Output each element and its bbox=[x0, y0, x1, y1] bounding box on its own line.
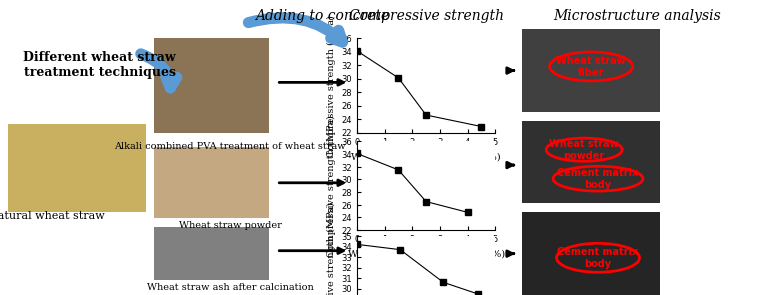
FancyArrowPatch shape bbox=[140, 54, 176, 88]
Text: Alkali combined PVA treatment of wheat straw: Alkali combined PVA treatment of wheat s… bbox=[114, 142, 346, 150]
Text: Cement matrix
body: Cement matrix body bbox=[557, 247, 638, 269]
Y-axis label: Compressive strength (MPa): Compressive strength (MPa) bbox=[327, 202, 335, 295]
X-axis label: Wheat straw power content (%): Wheat straw power content (%) bbox=[347, 250, 504, 259]
Text: Cement matrix
body: Cement matrix body bbox=[557, 168, 638, 190]
Y-axis label: Compressive strength (MPa): Compressive strength (MPa) bbox=[327, 15, 335, 156]
Text: Natural wheat straw: Natural wheat straw bbox=[0, 210, 104, 220]
Text: Wheat straw
powder: Wheat straw powder bbox=[549, 139, 618, 161]
Text: Different wheat straw
treatment techniques: Different wheat straw treatment techniqu… bbox=[24, 51, 176, 79]
X-axis label: Wheat straw fiber content (%): Wheat straw fiber content (%) bbox=[351, 152, 500, 161]
Text: Microstructure analysis: Microstructure analysis bbox=[553, 9, 720, 23]
Text: Wheat straw ash after calcination: Wheat straw ash after calcination bbox=[146, 283, 314, 292]
Text: Wheat straw
fiber: Wheat straw fiber bbox=[556, 56, 625, 78]
Text: Adding to concrete: Adding to concrete bbox=[255, 9, 389, 23]
FancyArrowPatch shape bbox=[506, 251, 513, 256]
FancyArrowPatch shape bbox=[279, 180, 343, 186]
FancyArrowPatch shape bbox=[506, 163, 513, 168]
FancyArrowPatch shape bbox=[279, 80, 343, 85]
Text: Wheat straw powder: Wheat straw powder bbox=[179, 221, 281, 230]
FancyArrowPatch shape bbox=[506, 68, 513, 73]
FancyArrowPatch shape bbox=[279, 248, 343, 253]
Y-axis label: Compressive strength (MPa): Compressive strength (MPa) bbox=[327, 115, 335, 257]
FancyArrowPatch shape bbox=[248, 18, 342, 42]
Text: Compressive strength: Compressive strength bbox=[348, 9, 503, 23]
